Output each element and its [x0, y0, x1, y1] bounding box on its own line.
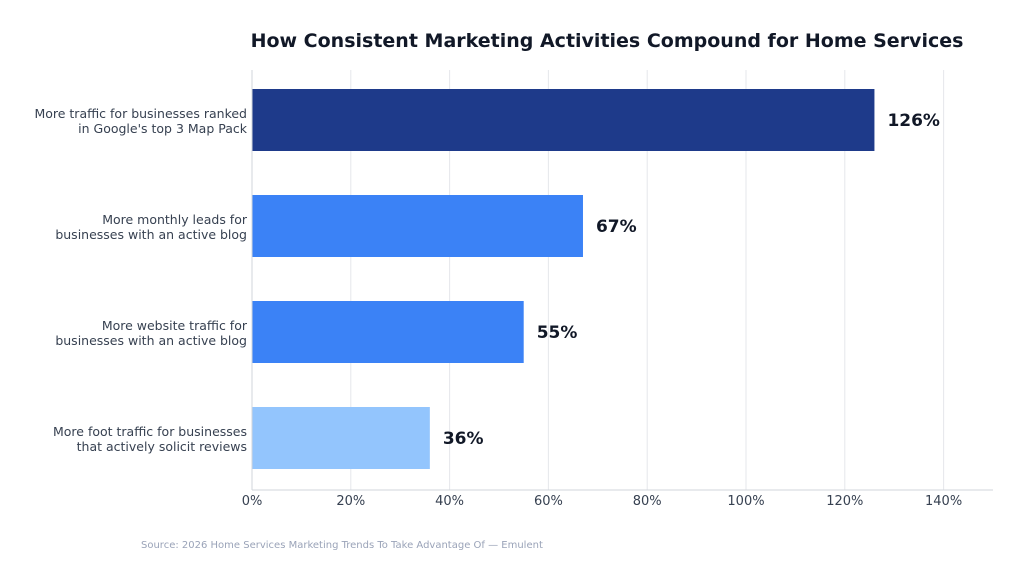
category-labels: More traffic for businesses ranked in Goo… — [34, 106, 247, 454]
category-label: More foot traffic for businesses that act… — [53, 424, 247, 454]
bar-value-label: 67% — [596, 217, 637, 237]
category-label: More traffic for businesses ranked in Goo… — [34, 106, 247, 136]
bar-value-label: 126% — [887, 111, 940, 131]
chart-title: How Consistent Marketing Activities Comp… — [251, 30, 964, 52]
bar-value-label: 36% — [443, 429, 484, 449]
data-labels: 126% 67% 55% 36% — [443, 111, 940, 449]
x-tick-label: 60% — [534, 494, 563, 509]
x-tick-label: 40% — [435, 494, 464, 509]
bar — [252, 407, 430, 469]
x-tick-label: 140% — [925, 494, 962, 509]
bar — [252, 195, 583, 257]
category-label: More website traffic for businesses with … — [55, 318, 248, 348]
category-label: More monthly leads for businesses with an… — [55, 212, 248, 242]
bar-value-label: 55% — [537, 323, 578, 343]
x-tick-label: 120% — [826, 494, 863, 509]
bar — [252, 89, 875, 151]
x-tick-label: 0% — [242, 494, 263, 509]
source-note: Source: 2026 Home Services Marketing Tre… — [141, 540, 543, 551]
bars — [252, 89, 875, 469]
x-tick-label: 20% — [336, 494, 365, 509]
x-axis: 0% 20% 40% 60% 80% 100% 120% 140% — [242, 70, 993, 509]
x-tick-label: 100% — [727, 494, 764, 509]
bar — [252, 301, 524, 363]
x-tick-label: 80% — [633, 494, 662, 509]
